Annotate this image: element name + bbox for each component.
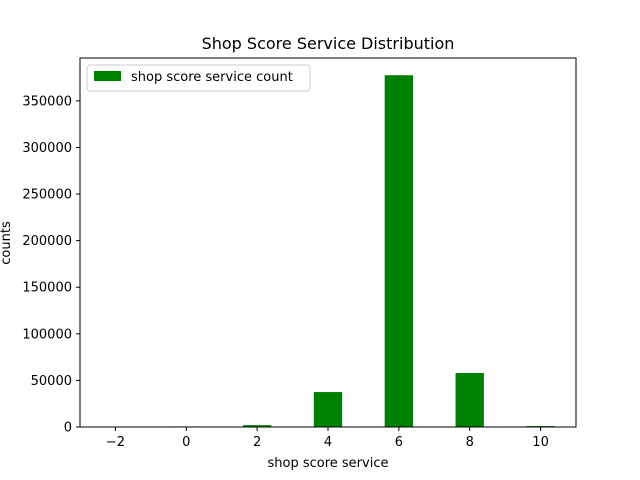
y-tick-label: 200000 (22, 234, 72, 249)
y-tick-label: 50000 (31, 374, 72, 389)
y-axis-label: counts (0, 221, 14, 265)
plot-frame (79, 57, 577, 428)
y-tick-label: 250000 (22, 188, 72, 203)
x-tick-label: 2 (253, 435, 261, 450)
y-axis: 0 50000 100000 150000 200000 250000 300000 3500… (22, 94, 80, 436)
y-tick-label: 300000 (22, 141, 72, 156)
x-tick-label: −2 (106, 435, 125, 450)
bars-group (172, 75, 555, 427)
x-tick-label: 6 (395, 435, 403, 450)
chart-title: Shop Score Service Distribution (202, 34, 455, 53)
x-tick-label: 10 (532, 435, 549, 450)
x-axis: −2 0 2 4 6 8 10 (106, 427, 549, 450)
y-tick-label: 350000 (22, 94, 72, 109)
bar (384, 75, 414, 427)
legend-frame (86, 64, 311, 92)
legend: shop score service count (86, 64, 311, 92)
x-tick-label: 8 (466, 435, 474, 450)
y-tick-label: 0 (64, 421, 72, 436)
y-tick-label: 150000 (22, 281, 72, 296)
bar (313, 392, 343, 427)
legend-label: shop score service count (131, 70, 293, 85)
y-tick-label: 100000 (22, 327, 72, 342)
x-axis-label: shop score service (268, 456, 389, 471)
x-tick-label: 4 (324, 435, 332, 450)
legend-swatch (94, 71, 121, 81)
bar (242, 425, 272, 427)
bar (455, 372, 484, 427)
x-tick-label: 0 (182, 435, 190, 450)
